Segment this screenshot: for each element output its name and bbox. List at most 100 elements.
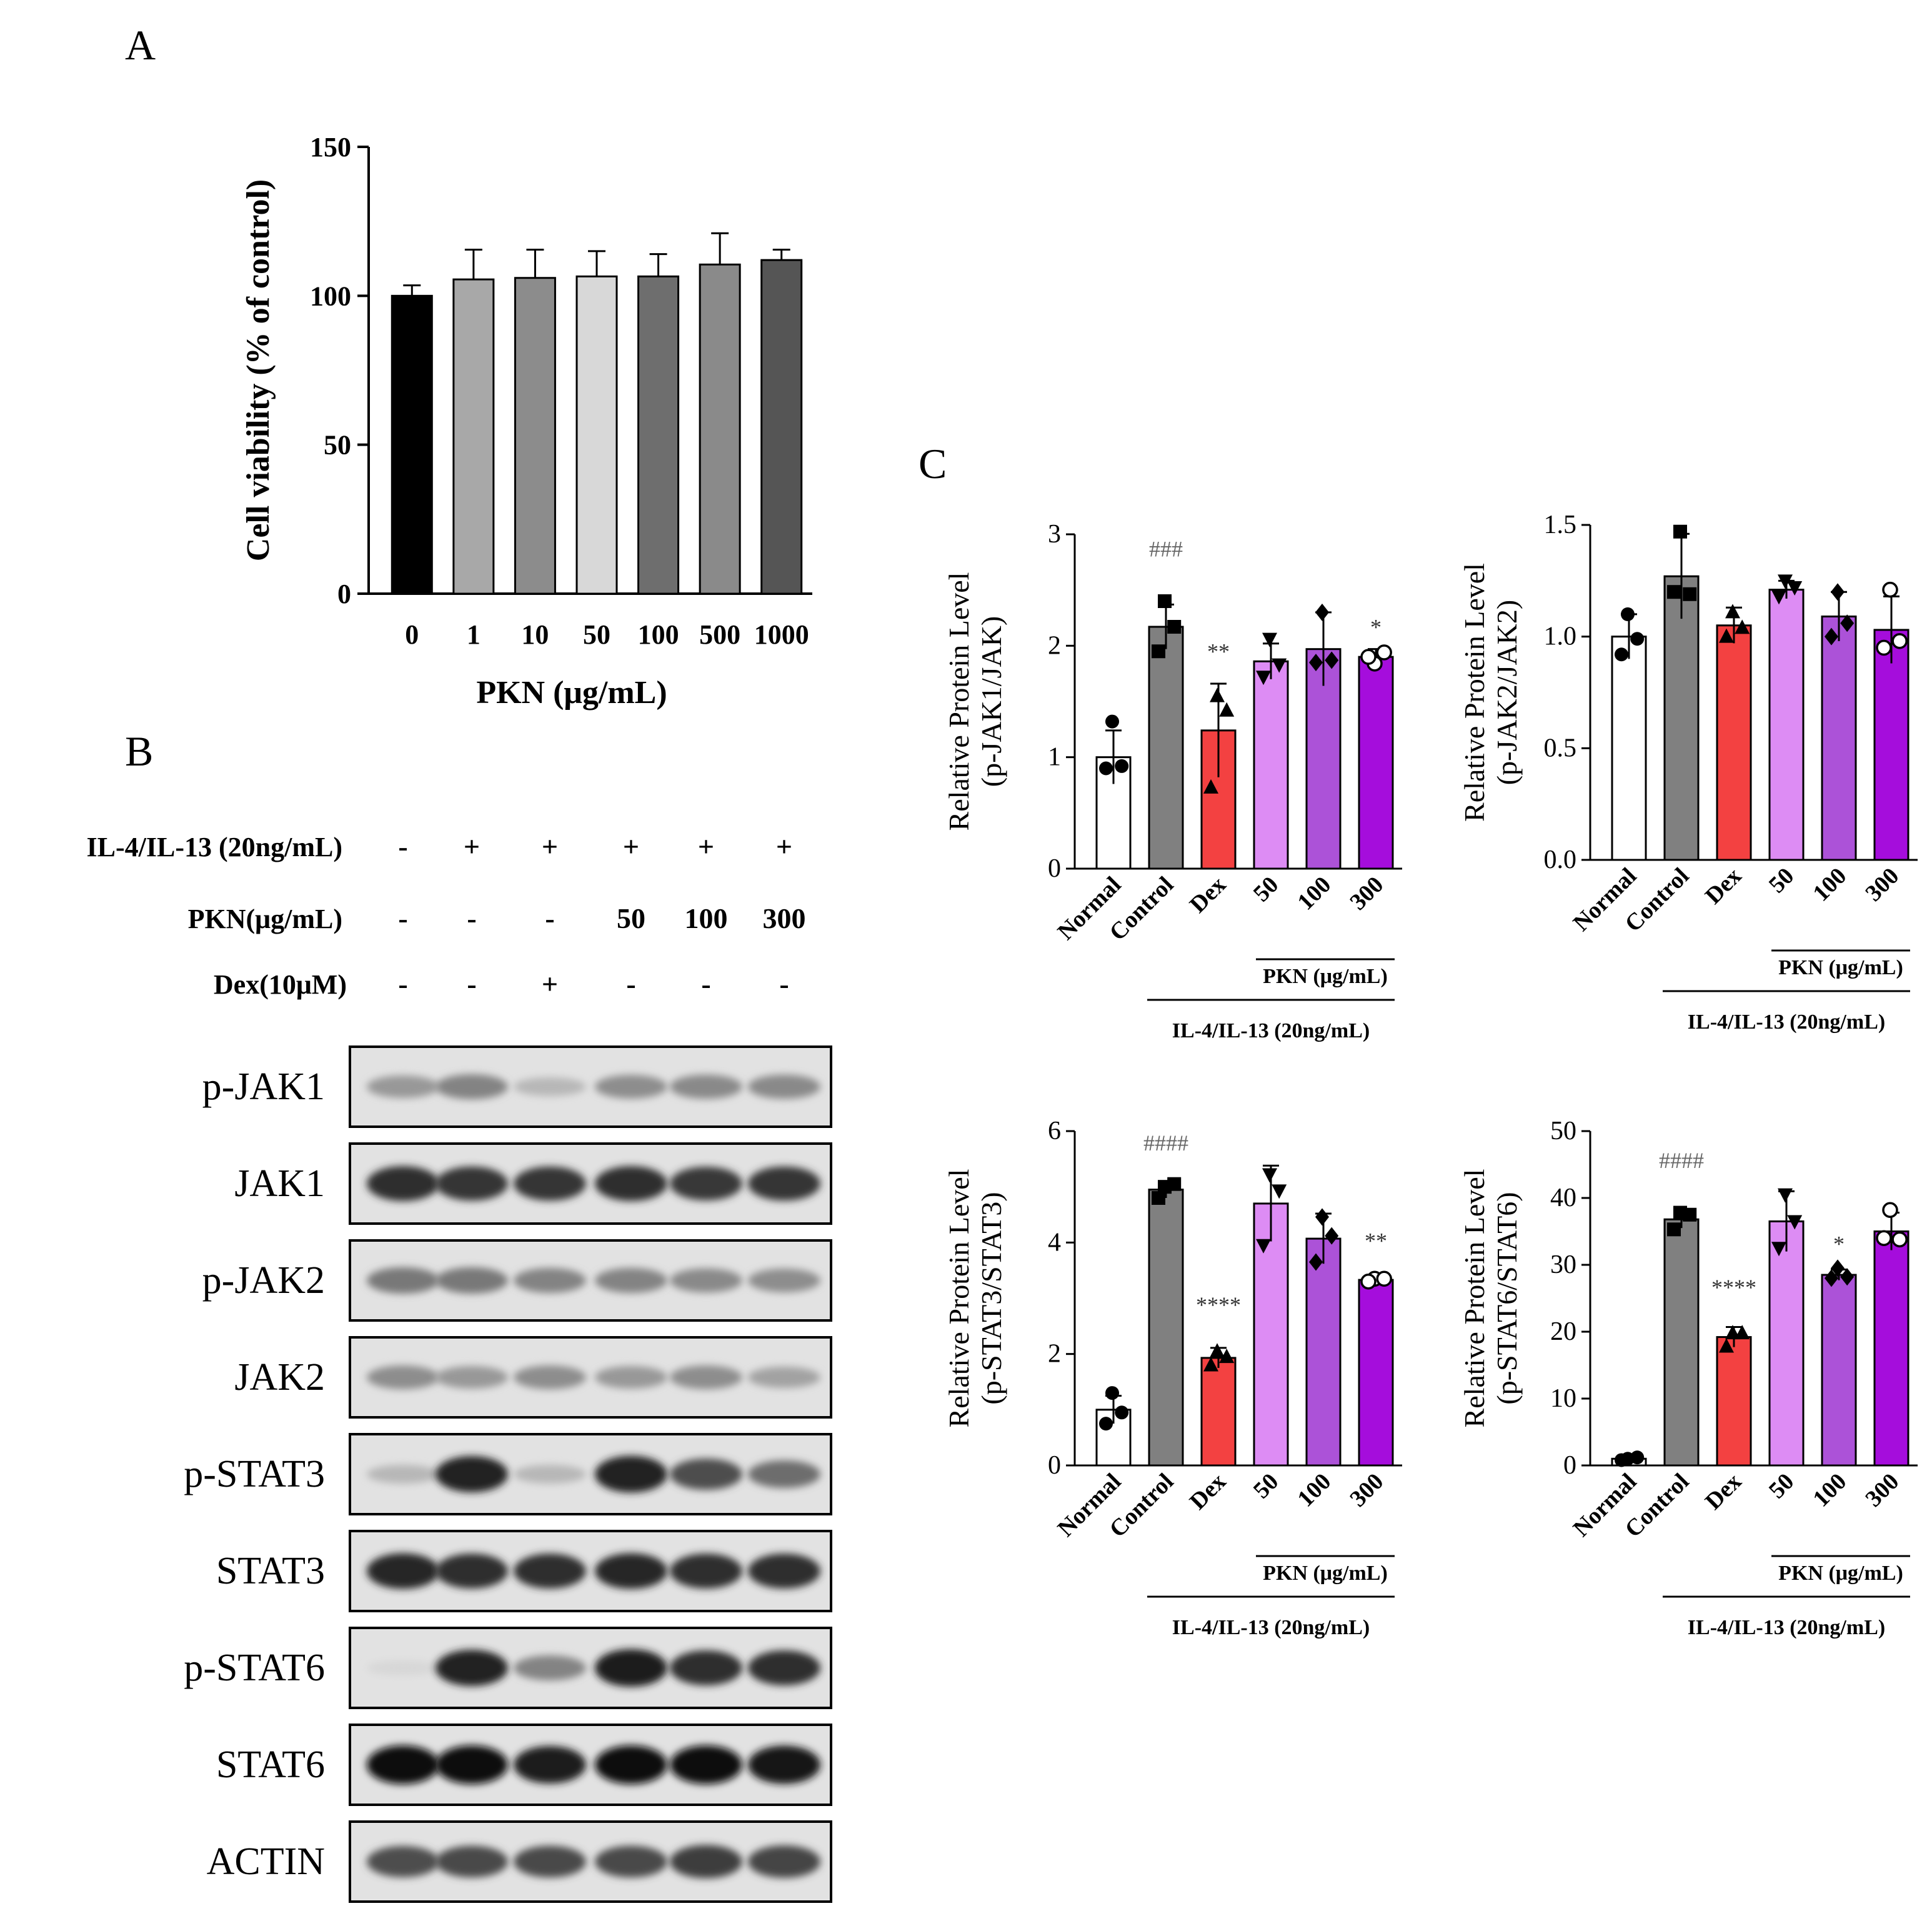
data-point [1219,702,1235,717]
x-tick-label: 300 [1860,863,1904,907]
band [748,1269,820,1292]
data-point [1309,654,1323,672]
band [514,1268,586,1293]
data-point [1683,1207,1697,1222]
band [748,1074,820,1099]
data-point [1882,581,1898,598]
band [748,1166,820,1201]
band [436,1554,508,1589]
x-tick-label: 10 [521,619,549,650]
significance-label: ** [1365,1228,1387,1253]
y-tick-label: 40 [1550,1184,1576,1212]
band [367,1166,439,1201]
condition-value: - [398,902,407,934]
band [595,1553,667,1589]
condition-value: + [698,831,714,862]
data-point [1115,759,1129,773]
x-tick-label: 100 [1292,872,1336,916]
data-point [1325,1227,1339,1245]
band [514,1465,586,1484]
band [514,1166,586,1201]
data-point [1630,1450,1645,1465]
data-point [1615,1453,1628,1467]
bar-Dex [1200,1357,1237,1467]
data-point [1210,687,1225,702]
data-point [1725,604,1740,619]
condition-value: 50 [617,902,645,934]
band [670,1459,742,1490]
data-point [1262,1168,1277,1183]
treatment-label: IL-4/IL-13 (20ng/mL) [1172,1616,1370,1639]
condition-value: - [779,968,789,1000]
data-point [1152,1191,1165,1205]
bar-1000 [760,259,803,595]
bar-100 [1821,616,1857,861]
data-point [1876,1230,1892,1246]
data-point [1683,587,1697,601]
protein-label: STAT3 [216,1550,325,1592]
pkn-group-label: PKN (μg/mL) [1778,956,1903,979]
band [595,1268,667,1293]
condition-value: 100 [685,902,728,934]
protein-label: p-STAT6 [184,1647,325,1689]
data-point [1771,590,1786,605]
band [514,1655,586,1680]
band [595,1455,667,1493]
bar-1 [452,278,495,595]
bar-50 [1768,589,1805,861]
band [367,1365,439,1389]
data-point [1203,779,1218,794]
x-tick-label: Dex [1185,1469,1231,1515]
y-axis-label-units: (p-STAT3/STAT3) [975,1192,1007,1404]
panel-label-b: B [125,727,153,775]
data-point [1262,632,1277,647]
band [436,1366,508,1389]
band [436,1745,508,1784]
data-point [1256,1239,1271,1254]
condition-value: - [467,968,476,1000]
protein-label: p-STAT3 [184,1453,325,1495]
band [748,1745,820,1784]
band [436,1650,508,1686]
y-tick-label: 100 [310,281,351,311]
significance-label: #### [1659,1148,1704,1173]
bar-50 [1768,1220,1805,1467]
x-tick-label: 1000 [754,619,809,650]
x-tick-label: 50 [1248,1469,1284,1504]
x-tick-label: 100 [1808,1469,1851,1512]
x-tick-label: 100 [1808,863,1851,907]
pkn-group-label: PKN (μg/mL) [1263,1562,1388,1585]
y-tick-label: 50 [1550,1117,1576,1145]
y-tick-label: 20 [1550,1317,1576,1346]
condition-label: PKN(μg/mL) [188,904,342,934]
band [514,1365,586,1389]
significance-label: ### [1149,537,1183,562]
bar-Dex [1716,624,1752,861]
band [670,1365,742,1389]
data-point [1840,1268,1855,1286]
band [367,1660,439,1675]
x-tick-label: 300 [1345,1469,1388,1512]
x-tick-label: Dex [1185,872,1231,918]
y-tick-label: 0.5 [1544,734,1577,762]
panel-label-c: C [919,440,947,487]
data-point [1831,583,1845,601]
condition-value: - [398,968,407,1000]
band [436,1166,508,1201]
data-point [1673,524,1687,539]
data-point [1615,647,1628,662]
treatment-label: IL-4/IL-13 (20ng/mL) [1688,1616,1885,1639]
bar-100 [1821,1274,1857,1467]
bar-Control [1663,575,1700,861]
data-point [1256,671,1271,686]
protein-label: STAT6 [216,1744,325,1786]
data-point [1719,628,1734,643]
data-point [1735,1325,1750,1340]
y-tick-label: 2 [1048,631,1061,660]
significance-label: * [1370,615,1382,640]
y-tick-label: 3 [1048,520,1061,549]
data-point [1630,632,1645,646]
x-tick-label: 100 [1292,1469,1336,1512]
